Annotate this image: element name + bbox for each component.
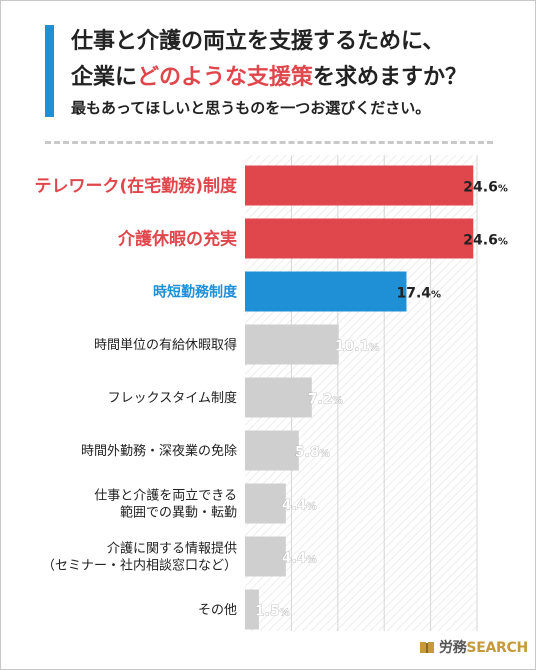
category-label: その他 bbox=[198, 603, 237, 618]
category-label-line: テレワーク(在宅勤務)制度 bbox=[34, 176, 238, 197]
title-line-1: 仕事と介護の両立を支援するために、 bbox=[71, 29, 445, 54]
bar bbox=[245, 218, 474, 259]
bar bbox=[245, 324, 339, 365]
value-label: 24.6% bbox=[463, 180, 508, 196]
value-unit: % bbox=[498, 184, 508, 195]
value-label: 5.8% bbox=[295, 445, 330, 461]
value-unit: % bbox=[498, 237, 508, 248]
category-label: 時間単位の有給休暇取得 bbox=[94, 337, 237, 353]
value-label: 4.4% bbox=[282, 551, 317, 567]
subtitle: 最もあってほしいと思うものを一つお選びください。 bbox=[71, 99, 431, 117]
brand-name-jp: 労務 bbox=[439, 640, 467, 656]
value-label: 1.5% bbox=[255, 604, 290, 620]
category-label: 時短勤務制度 bbox=[153, 284, 238, 301]
bar bbox=[245, 165, 474, 206]
value-unit: % bbox=[369, 343, 379, 354]
bar bbox=[245, 430, 299, 471]
value-number: 10.1 bbox=[335, 339, 370, 355]
category-label-line: 介護休暇の充実 bbox=[117, 229, 237, 250]
category-label-line: 仕事と介護を両立できる bbox=[94, 488, 237, 504]
bar bbox=[245, 483, 286, 524]
value-unit: % bbox=[320, 449, 330, 460]
category-label-line: 範囲での異動・転勤 bbox=[120, 506, 237, 521]
book-icon bbox=[420, 642, 434, 653]
value-label: 4.4% bbox=[282, 498, 317, 514]
title-line-2-suffix: を求めますか？ bbox=[313, 65, 468, 90]
dashed-divider bbox=[45, 141, 493, 144]
value-unit: % bbox=[431, 290, 441, 301]
value-number: 7.2 bbox=[308, 392, 333, 408]
value-unit: % bbox=[307, 555, 317, 566]
category-label-line: （セミナー・社内相談窓口など） bbox=[42, 558, 237, 574]
bar bbox=[245, 589, 259, 630]
category-label: テレワーク(在宅勤務)制度 bbox=[34, 176, 238, 197]
category-label: 介護に関する情報提供（セミナー・社内相談窓口など） bbox=[42, 541, 237, 574]
category-label-line: その他 bbox=[198, 603, 237, 618]
value-number: 1.5 bbox=[255, 604, 280, 620]
bar bbox=[245, 377, 312, 418]
brand-logo: 労務SEARCH bbox=[419, 637, 528, 657]
category-label-line: 時短勤務制度 bbox=[153, 284, 238, 301]
category-label: フレックスタイム制度 bbox=[108, 390, 237, 406]
category-label-line: 時間単位の有給休暇取得 bbox=[94, 337, 237, 353]
value-number: 4.4 bbox=[282, 498, 307, 514]
category-label-line: フレックスタイム制度 bbox=[108, 390, 237, 406]
value-unit: % bbox=[333, 396, 343, 407]
category-label: 時間外勤務・深夜業の免除 bbox=[81, 443, 237, 459]
title-line-2-highlight: どのような支援策 bbox=[137, 65, 314, 90]
bar bbox=[245, 536, 286, 577]
value-unit: % bbox=[280, 608, 290, 619]
category-label-line: 介護に関する情報提供 bbox=[107, 541, 237, 557]
category-label: 介護休暇の充実 bbox=[117, 229, 237, 250]
bar-chart: テレワーク(在宅勤務)制度 24.6% 介護休暇の充実 24.6% 時短勤務制度 17.4… bbox=[34, 155, 508, 631]
category-label: 仕事と介護を両立できる範囲での異動・転勤 bbox=[94, 488, 237, 521]
title-accent-bar bbox=[45, 25, 54, 117]
value-unit: % bbox=[307, 502, 317, 513]
value-label: 17.4% bbox=[396, 286, 441, 302]
value-label: 7.2% bbox=[308, 392, 343, 408]
title-line-2: 企業にどのような支援策を求めますか？ bbox=[71, 59, 467, 91]
value-number: 24.6 bbox=[463, 180, 498, 196]
category-label-line: 時間外勤務・深夜業の免除 bbox=[81, 443, 237, 459]
value-number: 5.8 bbox=[295, 445, 320, 461]
value-label: 10.1% bbox=[335, 339, 380, 355]
value-number: 24.6 bbox=[463, 233, 498, 249]
value-label: 24.6% bbox=[463, 233, 508, 249]
bar bbox=[245, 271, 407, 312]
title-line-2-prefix: 企業に bbox=[71, 65, 138, 90]
brand-name-en: SEARCH bbox=[466, 640, 528, 656]
value-number: 4.4 bbox=[282, 551, 307, 567]
value-number: 17.4 bbox=[396, 286, 431, 302]
